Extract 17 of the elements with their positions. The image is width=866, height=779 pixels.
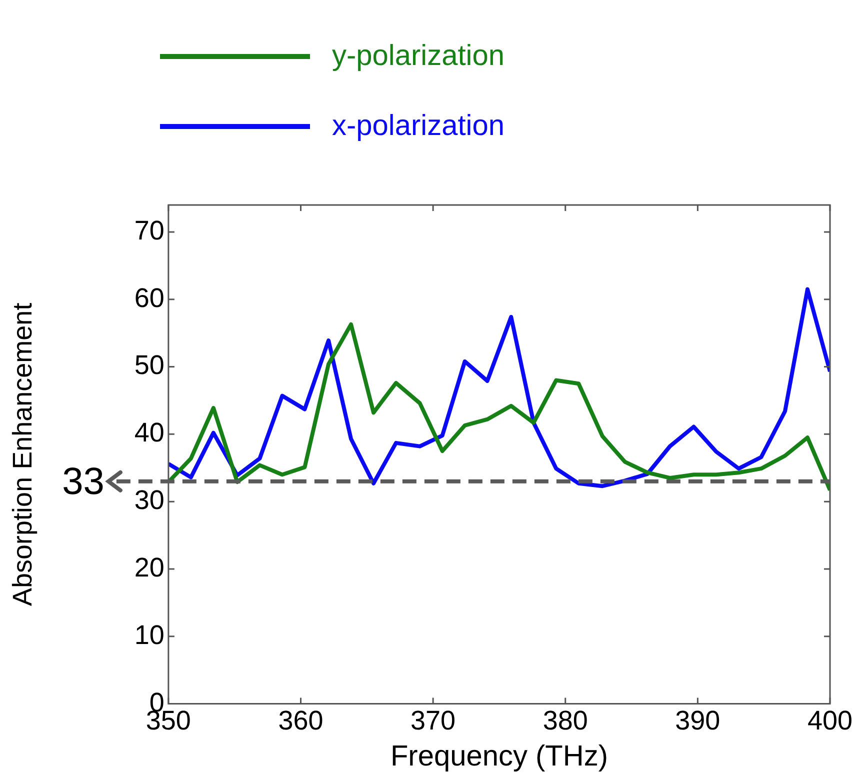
x-axis-title: Frequency (THz) xyxy=(390,740,608,773)
x-tick-label: 400 xyxy=(807,705,853,736)
x-tick-label: 390 xyxy=(675,705,720,736)
ref-line-label: 33 xyxy=(62,460,104,503)
y-tick-label: 20 xyxy=(134,552,164,582)
x-tick-label: 370 xyxy=(410,705,456,736)
y-axis-title: Absorption Enhancement xyxy=(8,302,38,606)
text: y-polarization xyxy=(332,40,504,72)
y-tick-label: 70 xyxy=(134,215,164,246)
y-tick-label: 40 xyxy=(134,418,164,448)
y-tick-label: 30 xyxy=(134,485,164,516)
y-tick-label: 60 xyxy=(134,282,164,313)
y-tick-label: 10 xyxy=(134,620,164,650)
y-tick-label: 50 xyxy=(134,350,164,380)
x-tick-label: 380 xyxy=(542,705,588,736)
x-tick-label: 360 xyxy=(278,705,324,736)
text: x-polarization xyxy=(332,110,504,142)
